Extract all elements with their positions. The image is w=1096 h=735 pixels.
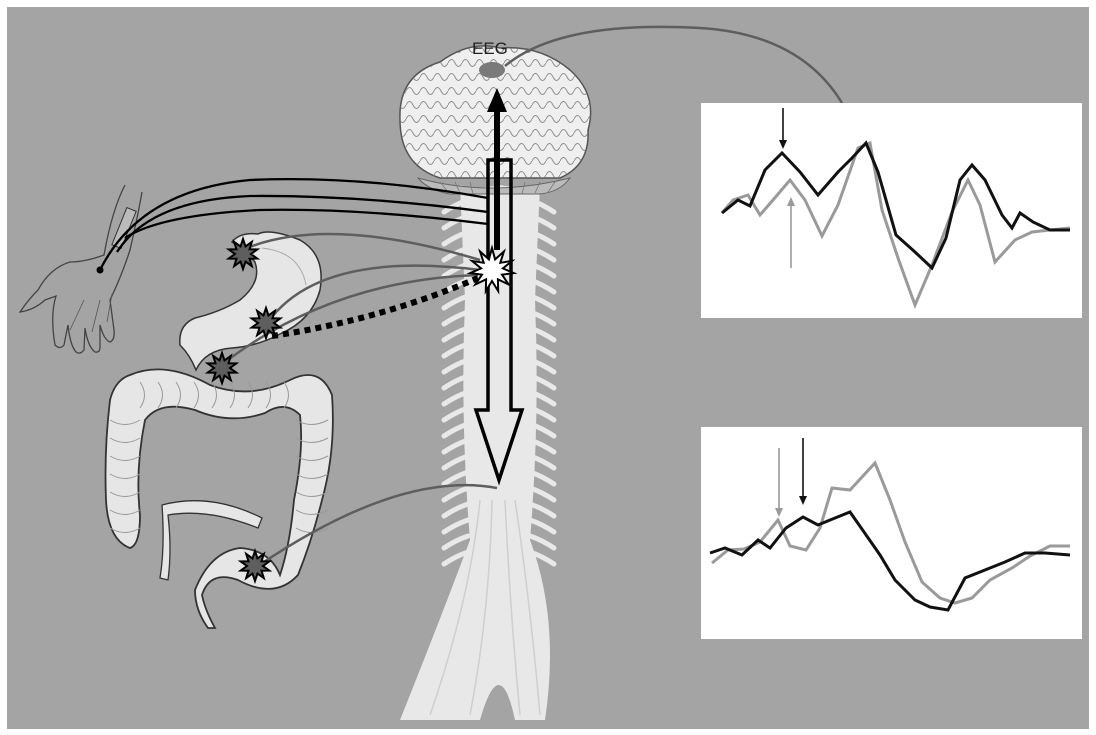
haustra-fold bbox=[283, 381, 289, 409]
nerve-root bbox=[441, 309, 471, 327]
nerve-root bbox=[441, 341, 471, 359]
trace-light-bottom bbox=[711, 460, 1070, 605]
trace-light-top bbox=[720, 140, 1071, 310]
nerve-root bbox=[527, 405, 557, 423]
nerve-root bbox=[441, 469, 471, 487]
haustra-fold bbox=[295, 455, 329, 461]
latency-marker-dark-bottom bbox=[799, 438, 807, 505]
haustra-fold bbox=[109, 455, 141, 461]
nerve-root bbox=[527, 469, 557, 487]
haustra-fold bbox=[109, 527, 141, 533]
electrode-icon bbox=[479, 62, 505, 78]
somatic-nerve-pathway bbox=[98, 177, 489, 271]
nerve-root bbox=[527, 197, 557, 215]
stimulus-burst-icon bbox=[248, 304, 284, 342]
stimulus-burst-icon bbox=[204, 349, 240, 387]
nerve-root bbox=[527, 549, 557, 567]
nerve-root bbox=[441, 405, 471, 423]
nerve-root bbox=[527, 309, 557, 327]
haustra-fold bbox=[109, 419, 141, 425]
nerve-root bbox=[527, 325, 557, 343]
nerve-root bbox=[441, 485, 471, 503]
haustra-fold bbox=[109, 509, 141, 515]
haustra-fold bbox=[295, 419, 329, 425]
nerve-root bbox=[441, 421, 471, 439]
spinal-convergence-burst-icon bbox=[466, 244, 518, 295]
nerve-root bbox=[441, 197, 471, 215]
descending-arrow bbox=[473, 158, 525, 486]
eeg-label: EEG bbox=[472, 39, 508, 58]
nerve-root bbox=[441, 517, 471, 535]
nerve-root bbox=[441, 261, 471, 279]
nerve-root bbox=[527, 453, 557, 471]
haustra-fold bbox=[295, 437, 329, 443]
haustra-fold bbox=[175, 381, 181, 409]
haustra-fold bbox=[247, 381, 253, 409]
nerve-root bbox=[527, 485, 557, 503]
nerve-root bbox=[527, 421, 557, 439]
haustra-fold bbox=[193, 381, 199, 409]
haustra-fold bbox=[295, 509, 329, 515]
latency-marker-dark-top bbox=[779, 108, 787, 149]
nerve-root bbox=[527, 437, 557, 455]
colon-icon bbox=[104, 368, 334, 629]
nerve-root bbox=[441, 501, 471, 519]
lower-trace-panel bbox=[701, 427, 1082, 639]
stomach-icon bbox=[179, 231, 322, 372]
nerve-root bbox=[441, 293, 471, 311]
latency-marker-light-top bbox=[787, 197, 795, 268]
nerve-root bbox=[441, 533, 471, 551]
haustra-fold bbox=[295, 491, 329, 497]
trace-dark-bottom bbox=[709, 510, 1071, 612]
ascending-arrow bbox=[487, 88, 507, 250]
upper-trace-panel bbox=[701, 103, 1082, 318]
haustra-fold bbox=[211, 381, 217, 409]
haustra-fold bbox=[295, 473, 329, 479]
nerve-root bbox=[441, 453, 471, 471]
eeg-cable bbox=[504, 25, 844, 104]
nerve-root bbox=[441, 325, 471, 343]
stimulus-bursts bbox=[204, 235, 518, 585]
visceral-nerve-pathways bbox=[219, 232, 498, 568]
nerve-root bbox=[527, 277, 557, 295]
nerve-root bbox=[527, 389, 557, 407]
nerve-root bbox=[527, 341, 557, 359]
nerve-root bbox=[527, 357, 557, 375]
trace-dark-top bbox=[721, 140, 1070, 271]
nerve-root bbox=[527, 245, 557, 263]
nerve-root bbox=[527, 213, 557, 231]
nerve-root bbox=[527, 517, 557, 535]
haustra-fold bbox=[139, 381, 145, 409]
haustra-fold bbox=[109, 437, 141, 443]
nerve-root bbox=[441, 357, 471, 375]
nerve-root bbox=[441, 229, 471, 247]
nerve-root bbox=[441, 389, 471, 407]
haustra-fold bbox=[157, 381, 163, 409]
nerve-root bbox=[527, 229, 557, 247]
nerve-root bbox=[527, 533, 557, 551]
stimulus-burst-icon bbox=[237, 547, 273, 585]
haustra-fold bbox=[229, 381, 235, 409]
nerve-root bbox=[441, 437, 471, 455]
nerve-root bbox=[527, 501, 557, 519]
haustra-fold bbox=[109, 473, 141, 479]
stimulus-burst-icon bbox=[225, 235, 261, 273]
nerve-root bbox=[441, 549, 471, 567]
latency-marker-light-bottom bbox=[775, 448, 783, 517]
nerve-root bbox=[441, 373, 471, 391]
hand-icon bbox=[18, 184, 143, 354]
nerve-root bbox=[527, 293, 557, 311]
haustra-fold bbox=[109, 491, 141, 497]
nerve-root bbox=[527, 261, 557, 279]
haustra-fold bbox=[265, 381, 271, 409]
dashed-visceral-pathway bbox=[271, 275, 480, 339]
nerve-root bbox=[527, 373, 557, 391]
